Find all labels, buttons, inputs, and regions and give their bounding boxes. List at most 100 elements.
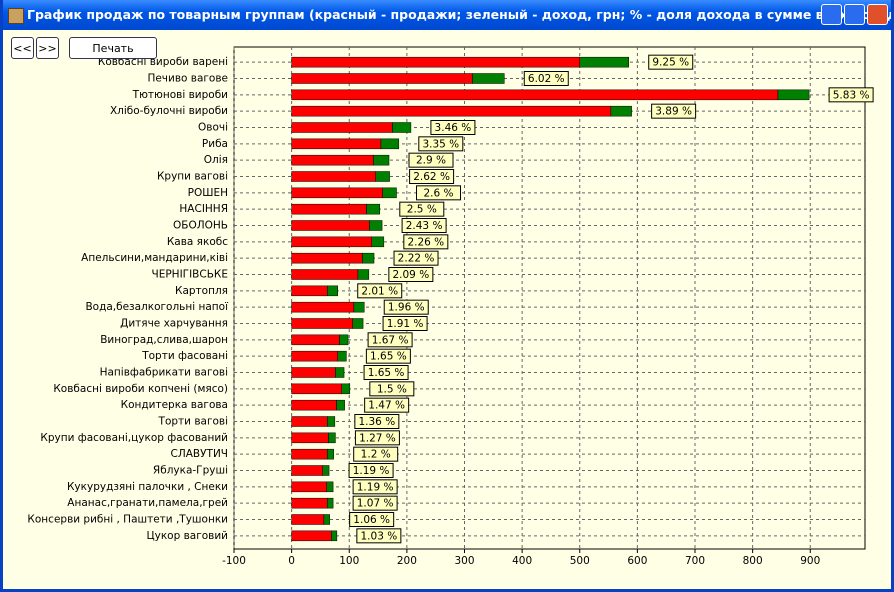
x-tick-label: 600	[627, 555, 647, 567]
category-label: Ковбасні вироби копчені (мясо)	[53, 383, 228, 395]
category-label: Ковбасні вироби варені	[98, 56, 228, 68]
bar-segment	[291, 514, 325, 525]
bar-segment	[335, 367, 345, 378]
share-label: 9.25 %	[652, 57, 689, 69]
bar-segment	[323, 514, 330, 525]
x-tick-label: 100	[339, 555, 359, 567]
category-label: Кондитерка вагова	[121, 399, 228, 411]
app-icon	[8, 8, 24, 24]
bar-segment	[291, 171, 377, 182]
x-tick-label: 800	[743, 555, 763, 567]
share-label-box	[828, 87, 874, 103]
bar-segment	[366, 203, 381, 215]
bar-segment	[291, 269, 359, 280]
share-label: 5.83 %	[833, 89, 870, 101]
bar-segment	[291, 383, 343, 395]
x-tick-label: 400	[512, 555, 532, 567]
category-label: Хлібо-булочні вироби	[110, 105, 228, 117]
share-label: 1.19 %	[357, 481, 394, 493]
share-label-box	[363, 365, 409, 380]
bar-segment	[291, 497, 328, 509]
share-label-box	[356, 528, 402, 544]
next-button[interactable]: >>	[36, 37, 59, 59]
share-label-box	[430, 120, 476, 135]
bar-segment	[291, 465, 323, 476]
share-label: 2.6 %	[423, 187, 453, 199]
maximize-button[interactable]	[844, 4, 865, 25]
share-label: 1.47 %	[368, 400, 405, 412]
bar-segment	[337, 350, 347, 362]
share-label: 3.89 %	[655, 106, 692, 118]
bar-segment	[291, 122, 393, 133]
bar-segment	[357, 269, 370, 280]
bar-segment	[291, 530, 332, 542]
share-label: 2.09 %	[392, 269, 429, 281]
category-label: Тютюнові вироби	[132, 89, 228, 101]
bar-segment	[362, 252, 375, 264]
share-label: 2.9 %	[416, 155, 446, 167]
plot-area	[233, 46, 866, 550]
print-button[interactable]: Печать	[69, 37, 157, 59]
bar-segment	[291, 448, 328, 460]
share-label: 1.36 %	[358, 416, 395, 428]
bar-segment	[326, 481, 334, 493]
bar-segment	[291, 138, 382, 150]
share-label: 1.5 %	[377, 383, 407, 395]
bar-segment	[341, 383, 351, 395]
category-label: СЛАВУТИЧ	[171, 448, 228, 460]
share-label-box	[409, 169, 455, 184]
bar-segment	[392, 122, 412, 133]
bar-segment	[382, 187, 397, 199]
bar-segment	[579, 56, 629, 68]
bar-segment	[371, 236, 385, 248]
title-bar: График продаж по товарным группам (красн…	[3, 0, 891, 30]
x-tick-label: 300	[454, 555, 474, 567]
bar-segment	[291, 154, 374, 166]
share-label: 6.02 %	[528, 73, 565, 85]
share-label-box	[357, 283, 403, 299]
bar-segment	[331, 530, 338, 542]
bar-segment	[291, 220, 370, 231]
share-label: 2.43 %	[406, 220, 443, 232]
share-label: 3.46 %	[435, 122, 472, 134]
bar-segment	[472, 73, 505, 84]
category-label: Печиво вагове	[147, 73, 228, 85]
share-label-box	[367, 332, 413, 348]
x-tick-label: -100	[222, 555, 246, 567]
share-label-box	[354, 414, 400, 429]
category-label: Крупи вагові	[157, 171, 228, 183]
category-label: Картопля	[175, 285, 228, 297]
prev-button[interactable]: <<	[11, 37, 34, 59]
minimize-button[interactable]	[821, 4, 842, 25]
x-tick-label: 900	[800, 555, 820, 567]
share-label-box	[353, 446, 399, 462]
category-label: Вода,безалкогольні напої	[85, 301, 228, 313]
category-label: ЧЕРНІГІВСЬКЕ	[152, 269, 228, 281]
category-label: Напівфабрикати вагові	[100, 367, 228, 379]
bar-segment	[327, 416, 336, 427]
bar-segment	[291, 481, 328, 493]
bar-segment	[373, 154, 390, 166]
share-label-box	[393, 250, 439, 266]
bar-segment	[291, 301, 355, 313]
bar-segment	[328, 432, 336, 444]
x-tick-label: 500	[570, 555, 590, 567]
share-label: 2.22 %	[398, 253, 435, 265]
bar-segment	[291, 285, 328, 297]
bar-segment	[291, 432, 329, 444]
close-button[interactable]	[867, 4, 888, 25]
bar-segment	[610, 105, 632, 117]
category-label: Риба	[202, 138, 228, 150]
bar-segment	[353, 301, 365, 313]
bar-segment	[322, 465, 330, 476]
share-label: 1.91 %	[387, 318, 424, 330]
category-label: Крупи фасовані,цукор фасований	[40, 432, 228, 444]
category-label: РОШЕН	[188, 187, 228, 199]
category-label: Олія	[204, 154, 228, 166]
category-label: Апельсини,мандарини,ківі	[81, 252, 228, 264]
share-label-box	[365, 348, 411, 364]
bar-segment	[339, 334, 349, 346]
share-label: 2.26 %	[407, 236, 444, 248]
share-label: 1.65 %	[368, 367, 405, 379]
